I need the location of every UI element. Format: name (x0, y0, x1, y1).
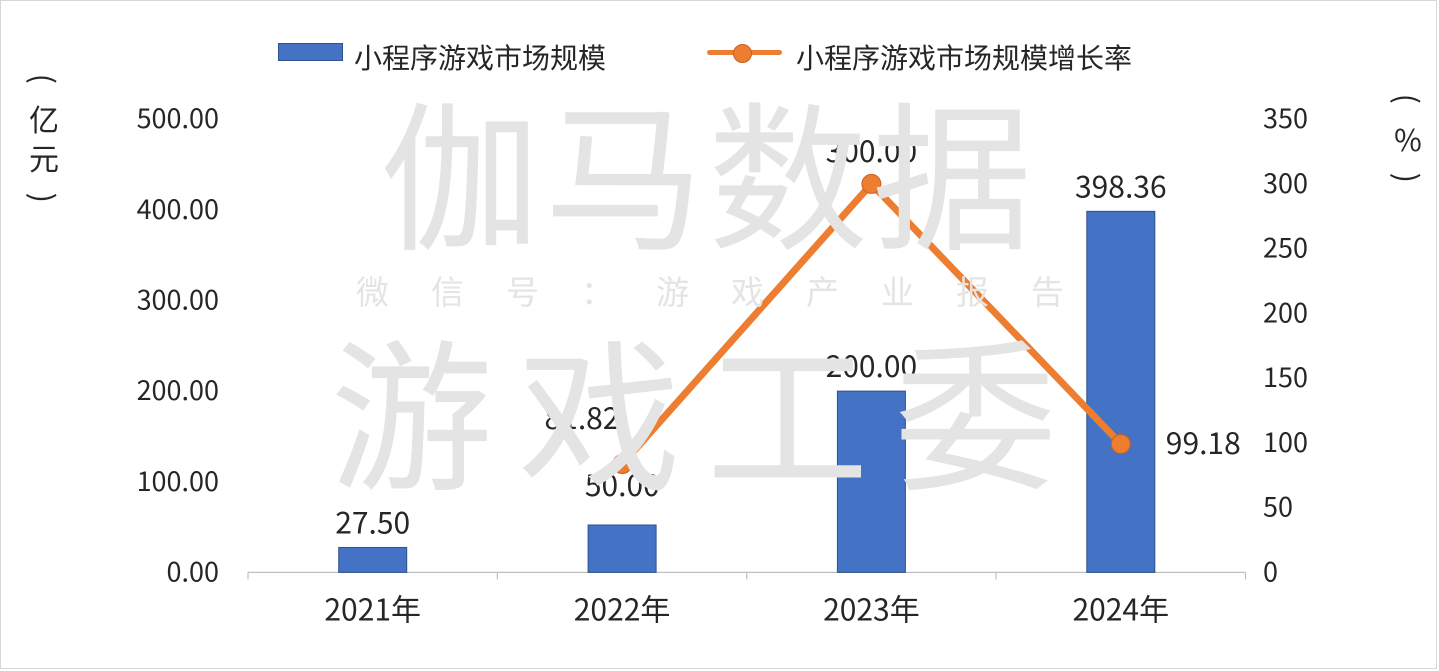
svg-text:250: 250 (1263, 227, 1308, 266)
svg-text:100.00: 100.00 (137, 460, 219, 499)
svg-text:100: 100 (1263, 421, 1308, 460)
svg-text:0.00: 0.00 (167, 550, 219, 589)
svg-text:50: 50 (1263, 486, 1293, 525)
svg-text:350: 350 (1263, 97, 1308, 136)
svg-text:200.00: 200.00 (137, 369, 219, 408)
svg-text:200: 200 (1263, 291, 1308, 330)
svg-text:2022年: 2022年 (574, 585, 671, 629)
svg-text:500.00: 500.00 (137, 97, 219, 136)
svg-text:2024年: 2024年 (1072, 585, 1169, 629)
svg-text:0: 0 (1263, 550, 1278, 589)
svg-text:99.18: 99.18 (1166, 419, 1241, 463)
svg-text:2023年: 2023年 (823, 585, 920, 629)
svg-text:300: 300 (1263, 162, 1308, 201)
svg-text:2021年: 2021年 (324, 585, 421, 629)
svg-text:400.00: 400.00 (137, 188, 219, 227)
svg-text:300.00: 300.00 (137, 279, 219, 318)
svg-text:150: 150 (1263, 356, 1308, 395)
svg-text:398.36: 398.36 (1075, 162, 1167, 206)
